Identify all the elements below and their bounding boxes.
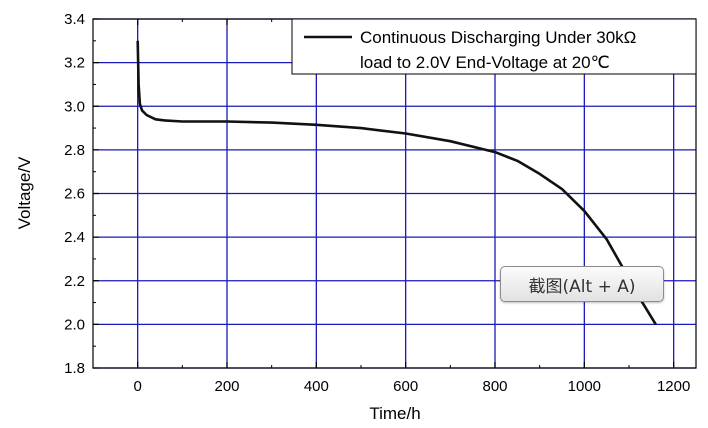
x-tick-labels: 0 200 400 600 800 1000 1200 bbox=[133, 378, 690, 395]
y-tick-labels: 1.8 2.0 2.2 2.4 2.6 2.8 3.0 3.2 3.4 bbox=[64, 11, 85, 377]
y-tick-label: 2.0 bbox=[64, 316, 85, 333]
y-tick-label: 2.4 bbox=[64, 229, 85, 246]
legend: Continuous Discharging Under 30kΩ load t… bbox=[291, 18, 697, 75]
legend-text-line-1: Continuous Discharging Under 30kΩ bbox=[360, 28, 636, 47]
x-tick-label: 400 bbox=[304, 378, 329, 395]
x-tick-label: 0 bbox=[133, 378, 141, 395]
y-tick-label: 3.4 bbox=[64, 11, 85, 28]
x-tick-label: 1200 bbox=[657, 378, 690, 395]
legend-text-line-2: load to 2.0V End-Voltage at 20℃ bbox=[360, 53, 610, 72]
y-tick-label: 2.2 bbox=[64, 273, 85, 290]
y-tick-label: 2.8 bbox=[64, 142, 85, 159]
y-tick-label: 3.0 bbox=[64, 98, 85, 115]
y-tick-label: 2.6 bbox=[64, 186, 85, 203]
x-axis-title: Time/h bbox=[369, 404, 420, 423]
y-tick-label: 3.2 bbox=[64, 55, 85, 72]
x-tick-label: 200 bbox=[214, 378, 239, 395]
y-axis-title: Voltage/V bbox=[15, 156, 34, 229]
x-tick-label: 800 bbox=[482, 378, 507, 395]
x-tick-label: 600 bbox=[393, 378, 418, 395]
y-tick-label: 1.8 bbox=[64, 360, 85, 377]
legend-box bbox=[291, 18, 697, 75]
screenshot-button[interactable]: 截图(Alt + A) bbox=[500, 266, 664, 302]
discharge-curve bbox=[136, 40, 657, 326]
x-tick-label: 1000 bbox=[568, 378, 601, 395]
